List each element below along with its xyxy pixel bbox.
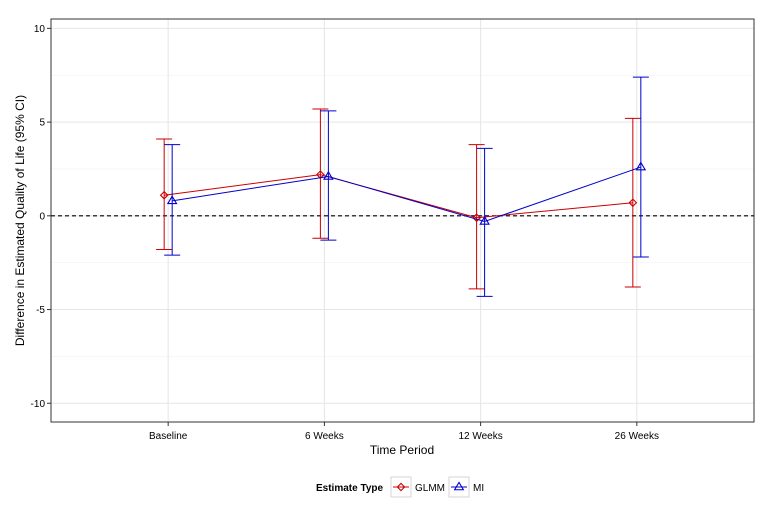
grid: [51, 19, 754, 422]
x-tick-label: 6 Weeks: [305, 431, 344, 442]
error-bar: [320, 110, 337, 241]
data-point: [635, 161, 647, 171]
legend-label: MI: [473, 483, 484, 494]
x-tick-label: Baseline: [149, 431, 188, 442]
legend-label: GLMM: [415, 483, 445, 494]
y-tick-label: -10: [31, 399, 46, 410]
y-tick-label: 10: [34, 24, 46, 35]
legend-item-glmm: GLMM: [390, 476, 445, 498]
error-bar: [164, 144, 181, 256]
series-glmm: [156, 108, 641, 290]
data-point: [479, 215, 490, 225]
series-mi: [164, 76, 649, 297]
data-point: [472, 213, 481, 223]
y-tick-label: 0: [39, 211, 45, 222]
data-point: [628, 198, 638, 208]
series-line: [172, 166, 641, 222]
y-axis: -10 -5 0 5 10: [31, 24, 51, 410]
data-point: [166, 195, 178, 205]
plot-panel: [50, 18, 755, 423]
error-bar: [312, 108, 329, 239]
error-bar: [156, 138, 173, 251]
legend-key-marker: [396, 482, 406, 492]
series: [156, 76, 649, 297]
legend-key-marker: [453, 481, 465, 491]
x-axis-title: Time Period: [370, 443, 434, 457]
x-tick-label: 12 Weeks: [458, 431, 502, 442]
y-axis-title: Difference in Estimated Quality of Life …: [13, 95, 27, 346]
legend: Estimate Type GLMM MI: [316, 476, 484, 498]
y-tick-label: -5: [36, 305, 45, 316]
x-tick-label: 26 Weeks: [615, 431, 659, 442]
data-point: [323, 170, 334, 180]
x-axis: Baseline 6 Weeks 12 Weeks 26 Weeks: [149, 422, 659, 442]
data-point: [159, 190, 169, 200]
legend-item-mi: MI: [448, 476, 484, 498]
y-tick-label: 5: [39, 118, 45, 129]
error-bar: [476, 147, 493, 297]
error-bar: [468, 144, 485, 290]
legend-title: Estimate Type: [316, 483, 383, 494]
